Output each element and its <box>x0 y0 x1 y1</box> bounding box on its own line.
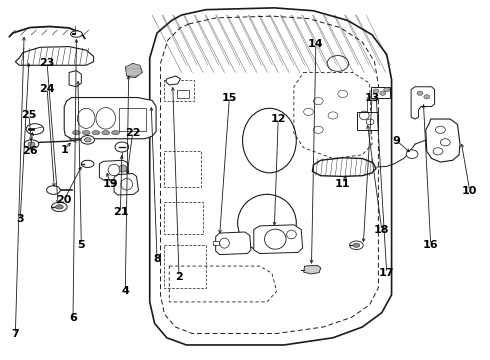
Ellipse shape <box>384 87 390 92</box>
Bar <box>164 244 206 288</box>
Bar <box>176 90 189 98</box>
Ellipse shape <box>380 91 386 95</box>
Text: 10: 10 <box>462 186 477 196</box>
Polygon shape <box>125 63 143 78</box>
Text: 17: 17 <box>379 268 394 278</box>
Ellipse shape <box>24 140 39 148</box>
Text: 3: 3 <box>17 215 24 224</box>
Text: 11: 11 <box>335 179 350 189</box>
Ellipse shape <box>353 243 360 247</box>
Text: 14: 14 <box>308 39 324 49</box>
Ellipse shape <box>424 95 430 99</box>
Polygon shape <box>411 87 435 119</box>
Polygon shape <box>99 160 129 180</box>
Text: 9: 9 <box>392 136 400 145</box>
Text: 13: 13 <box>365 93 380 103</box>
Bar <box>213 241 219 245</box>
Polygon shape <box>166 76 180 85</box>
Text: 21: 21 <box>113 207 128 217</box>
Text: 18: 18 <box>374 225 390 235</box>
Text: 20: 20 <box>56 195 72 205</box>
Text: 6: 6 <box>69 313 77 323</box>
Polygon shape <box>216 232 251 255</box>
Ellipse shape <box>82 131 90 135</box>
Ellipse shape <box>84 138 91 142</box>
Text: 8: 8 <box>153 254 161 264</box>
Polygon shape <box>254 225 303 253</box>
Ellipse shape <box>92 131 100 135</box>
Polygon shape <box>64 98 156 139</box>
Text: 12: 12 <box>270 114 286 124</box>
Text: 24: 24 <box>39 84 55 94</box>
Text: 16: 16 <box>423 239 439 249</box>
Text: 5: 5 <box>77 239 85 249</box>
Ellipse shape <box>81 135 95 144</box>
Ellipse shape <box>373 89 379 93</box>
Polygon shape <box>114 174 139 195</box>
Text: 7: 7 <box>11 329 19 339</box>
Text: 23: 23 <box>39 58 55 68</box>
Ellipse shape <box>417 91 423 95</box>
Text: 19: 19 <box>103 179 119 189</box>
Text: 22: 22 <box>125 129 140 138</box>
Text: 25: 25 <box>22 111 37 121</box>
Bar <box>164 80 194 101</box>
Ellipse shape <box>115 142 129 152</box>
Ellipse shape <box>406 150 418 158</box>
Polygon shape <box>426 119 460 162</box>
Ellipse shape <box>47 186 60 194</box>
Polygon shape <box>69 71 81 87</box>
Polygon shape <box>304 265 321 274</box>
Text: 26: 26 <box>22 146 38 156</box>
Ellipse shape <box>102 131 110 135</box>
Text: 1: 1 <box>60 144 68 154</box>
Bar <box>164 151 201 187</box>
Polygon shape <box>15 46 94 65</box>
Ellipse shape <box>73 131 80 135</box>
Ellipse shape <box>26 124 44 134</box>
Ellipse shape <box>28 142 35 146</box>
Ellipse shape <box>112 131 120 135</box>
Text: 15: 15 <box>221 93 237 103</box>
Bar <box>357 112 378 130</box>
Text: 2: 2 <box>175 272 183 282</box>
Bar <box>371 87 390 98</box>
Bar <box>119 108 146 131</box>
Bar <box>164 202 203 234</box>
Ellipse shape <box>71 31 82 37</box>
Ellipse shape <box>55 205 63 209</box>
Text: 4: 4 <box>122 286 129 296</box>
Polygon shape <box>313 158 376 176</box>
Ellipse shape <box>349 241 363 249</box>
Ellipse shape <box>51 202 67 212</box>
Ellipse shape <box>81 160 94 167</box>
Ellipse shape <box>119 165 127 172</box>
